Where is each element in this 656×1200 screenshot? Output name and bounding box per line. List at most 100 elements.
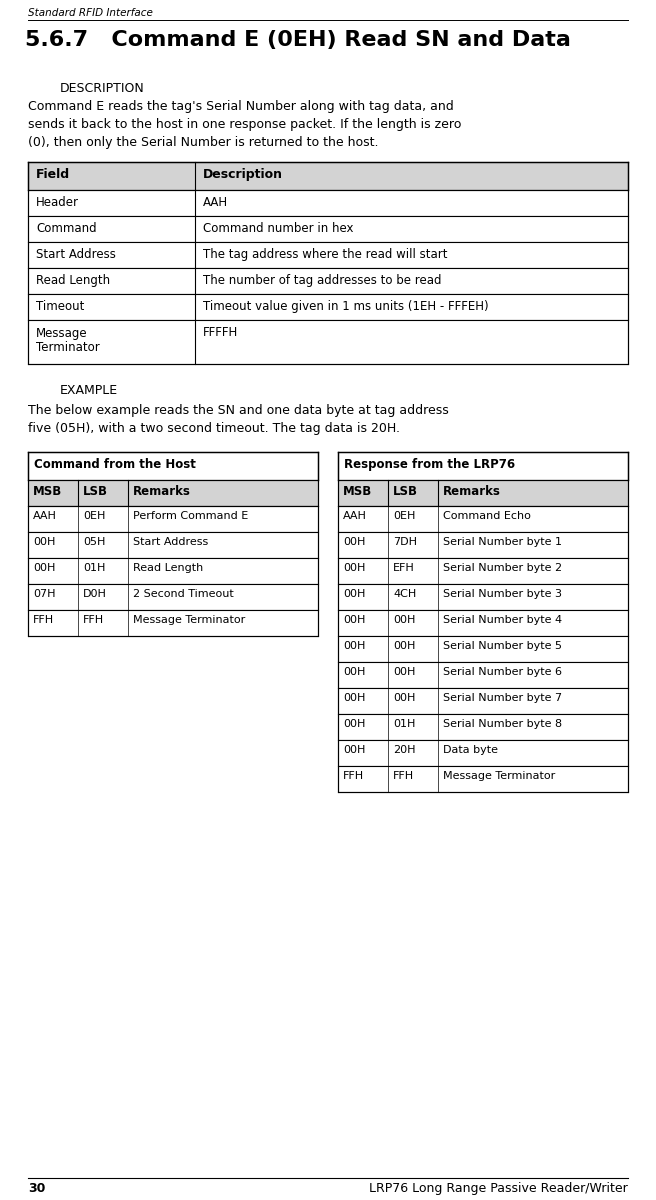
- Text: MSB: MSB: [33, 485, 62, 498]
- Text: 2 Second Timeout: 2 Second Timeout: [133, 589, 234, 599]
- Text: Timeout value given in 1 ms units (1EH - FFFEH): Timeout value given in 1 ms units (1EH -…: [203, 300, 489, 313]
- Text: Serial Number byte 5: Serial Number byte 5: [443, 641, 562, 650]
- Bar: [28, 506, 318, 532]
- Text: 00H: 00H: [343, 719, 365, 728]
- Text: Message: Message: [36, 326, 88, 340]
- Bar: [28, 532, 318, 558]
- Text: Serial Number byte 6: Serial Number byte 6: [443, 667, 562, 677]
- Bar: [338, 532, 628, 558]
- Text: 00H: 00H: [393, 692, 415, 703]
- Text: Serial Number byte 1: Serial Number byte 1: [443, 538, 562, 547]
- Bar: [28, 480, 318, 506]
- Bar: [28, 584, 318, 610]
- Text: Field: Field: [36, 168, 70, 181]
- Text: Serial Number byte 3: Serial Number byte 3: [443, 589, 562, 599]
- Text: 5.6.7   Command E (0EH) Read SN and Data: 5.6.7 Command E (0EH) Read SN and Data: [25, 30, 571, 50]
- Text: Terminator: Terminator: [36, 341, 100, 354]
- Text: 00H: 00H: [343, 667, 365, 677]
- Text: Message Terminator: Message Terminator: [443, 770, 555, 781]
- Text: Serial Number byte 2: Serial Number byte 2: [443, 563, 562, 572]
- Text: 00H: 00H: [33, 538, 55, 547]
- Text: LSB: LSB: [83, 485, 108, 498]
- Text: MSB: MSB: [343, 485, 372, 498]
- Text: The below example reads the SN and one data byte at tag address: The below example reads the SN and one d…: [28, 404, 449, 416]
- Text: 01H: 01H: [393, 719, 415, 728]
- Text: 00H: 00H: [343, 641, 365, 650]
- Text: 00H: 00H: [393, 667, 415, 677]
- Bar: [28, 216, 628, 242]
- Text: Start Address: Start Address: [133, 538, 208, 547]
- Text: Remarks: Remarks: [443, 485, 501, 498]
- Text: EXAMPLE: EXAMPLE: [60, 384, 118, 397]
- Text: 07H: 07H: [33, 589, 56, 599]
- Text: 00H: 00H: [393, 641, 415, 650]
- Text: EFH: EFH: [393, 563, 415, 572]
- Text: 0EH: 0EH: [83, 511, 106, 521]
- Text: 00H: 00H: [393, 614, 415, 625]
- Text: Read Length: Read Length: [133, 563, 203, 572]
- Text: 00H: 00H: [343, 538, 365, 547]
- Text: five (05H), with a two second timeout. The tag data is 20H.: five (05H), with a two second timeout. T…: [28, 422, 400, 434]
- Text: Command E reads the tag's Serial Number along with tag data, and: Command E reads the tag's Serial Number …: [28, 100, 454, 113]
- Bar: [338, 688, 628, 714]
- Text: AAH: AAH: [203, 196, 228, 209]
- Text: The number of tag addresses to be read: The number of tag addresses to be read: [203, 274, 441, 287]
- Text: Command from the Host: Command from the Host: [34, 458, 196, 470]
- Text: Serial Number byte 8: Serial Number byte 8: [443, 719, 562, 728]
- Bar: [338, 480, 628, 506]
- Text: 30: 30: [28, 1182, 45, 1195]
- Bar: [338, 610, 628, 636]
- Text: 00H: 00H: [33, 563, 55, 572]
- Text: Standard RFID Interface: Standard RFID Interface: [28, 8, 153, 18]
- Text: Timeout: Timeout: [36, 300, 85, 313]
- Bar: [338, 452, 628, 480]
- Text: AAH: AAH: [343, 511, 367, 521]
- Text: 00H: 00H: [343, 614, 365, 625]
- Bar: [338, 584, 628, 610]
- Text: Message Terminator: Message Terminator: [133, 614, 245, 625]
- Text: FFFFH: FFFFH: [203, 326, 238, 338]
- Text: 00H: 00H: [343, 589, 365, 599]
- Text: FFH: FFH: [33, 614, 54, 625]
- Text: The tag address where the read will start: The tag address where the read will star…: [203, 248, 447, 260]
- Bar: [338, 636, 628, 662]
- Bar: [338, 558, 628, 584]
- Bar: [28, 190, 628, 216]
- Bar: [28, 558, 318, 584]
- Bar: [28, 452, 318, 480]
- Text: Command number in hex: Command number in hex: [203, 222, 354, 235]
- Text: Serial Number byte 4: Serial Number byte 4: [443, 614, 562, 625]
- Text: Description: Description: [203, 168, 283, 181]
- Text: AAH: AAH: [33, 511, 57, 521]
- Text: (0), then only the Serial Number is returned to the host.: (0), then only the Serial Number is retu…: [28, 136, 379, 149]
- Text: 4CH: 4CH: [393, 589, 417, 599]
- Text: DESCRIPTION: DESCRIPTION: [60, 82, 145, 95]
- Text: 00H: 00H: [343, 692, 365, 703]
- Text: Data byte: Data byte: [443, 745, 498, 755]
- Text: LSB: LSB: [393, 485, 418, 498]
- Bar: [338, 766, 628, 792]
- Bar: [338, 506, 628, 532]
- Text: 05H: 05H: [83, 538, 106, 547]
- Text: LRP76 Long Range Passive Reader/Writer: LRP76 Long Range Passive Reader/Writer: [369, 1182, 628, 1195]
- Bar: [338, 714, 628, 740]
- Text: 20H: 20H: [393, 745, 415, 755]
- Bar: [28, 294, 628, 320]
- Text: 01H: 01H: [83, 563, 106, 572]
- Text: Command Echo: Command Echo: [443, 511, 531, 521]
- Text: 00H: 00H: [343, 563, 365, 572]
- Text: FFH: FFH: [393, 770, 414, 781]
- Bar: [28, 162, 628, 190]
- Text: 7DH: 7DH: [393, 538, 417, 547]
- Text: 00H: 00H: [343, 745, 365, 755]
- Bar: [28, 242, 628, 268]
- Text: Start Address: Start Address: [36, 248, 116, 260]
- Text: Header: Header: [36, 196, 79, 209]
- Bar: [28, 610, 318, 636]
- Text: Command: Command: [36, 222, 96, 235]
- Bar: [338, 740, 628, 766]
- Text: Response from the LRP76: Response from the LRP76: [344, 458, 515, 470]
- Text: 0EH: 0EH: [393, 511, 415, 521]
- Text: Perform Command E: Perform Command E: [133, 511, 248, 521]
- Text: Remarks: Remarks: [133, 485, 191, 498]
